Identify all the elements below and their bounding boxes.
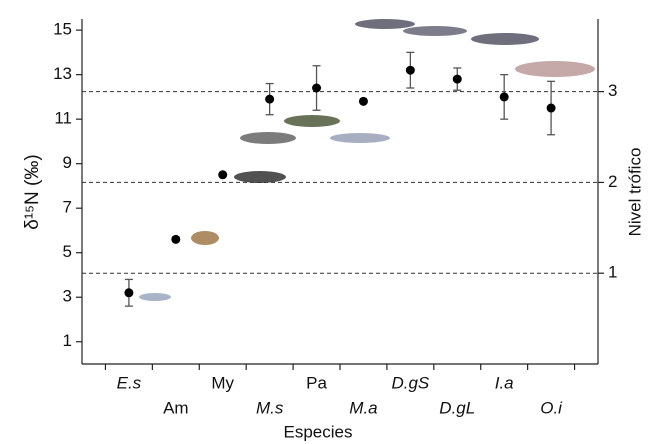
y-tick-label: 5 — [63, 242, 72, 261]
x-tick-label: D.gS — [391, 373, 429, 392]
point — [405, 65, 415, 75]
x-tick-label: M.a — [349, 398, 377, 417]
point — [171, 234, 181, 244]
x-tick-label: D.gL — [439, 398, 475, 417]
y-tick-label: 11 — [54, 109, 72, 128]
x-tick-label: I.a — [495, 373, 514, 392]
y-tick-label: 9 — [63, 153, 72, 172]
point — [452, 74, 462, 84]
x-tick-label: My — [211, 373, 234, 392]
y-tick-label: 7 — [63, 198, 72, 217]
x-axis-label: Especies — [284, 422, 353, 441]
y-tick-label: 13 — [53, 64, 72, 83]
point — [499, 92, 509, 102]
point — [312, 83, 322, 93]
point — [358, 96, 368, 106]
point — [218, 170, 228, 180]
y-axis-label: δ¹⁵N (‰) — [22, 154, 43, 229]
y2-tick-label: 1 — [608, 263, 617, 282]
point — [265, 94, 275, 104]
x-tick-label: M.s — [256, 398, 284, 417]
x-tick-label: Am — [163, 398, 189, 417]
y2-axis-label: Nivel trófico — [625, 148, 644, 237]
y2-tick-label: 2 — [608, 172, 617, 191]
y-tick-label: 1 — [63, 331, 72, 350]
point — [124, 288, 134, 298]
illustrations — [139, 19, 595, 301]
x-tick-label: Pa — [306, 373, 327, 392]
y-tick-label: 15 — [53, 20, 72, 39]
x-tick-label: O.i — [540, 398, 563, 417]
point — [546, 103, 556, 113]
y-tick-label: 3 — [63, 287, 72, 306]
y2-tick-label: 3 — [608, 81, 617, 100]
x-tick-label: E.s — [117, 373, 142, 392]
